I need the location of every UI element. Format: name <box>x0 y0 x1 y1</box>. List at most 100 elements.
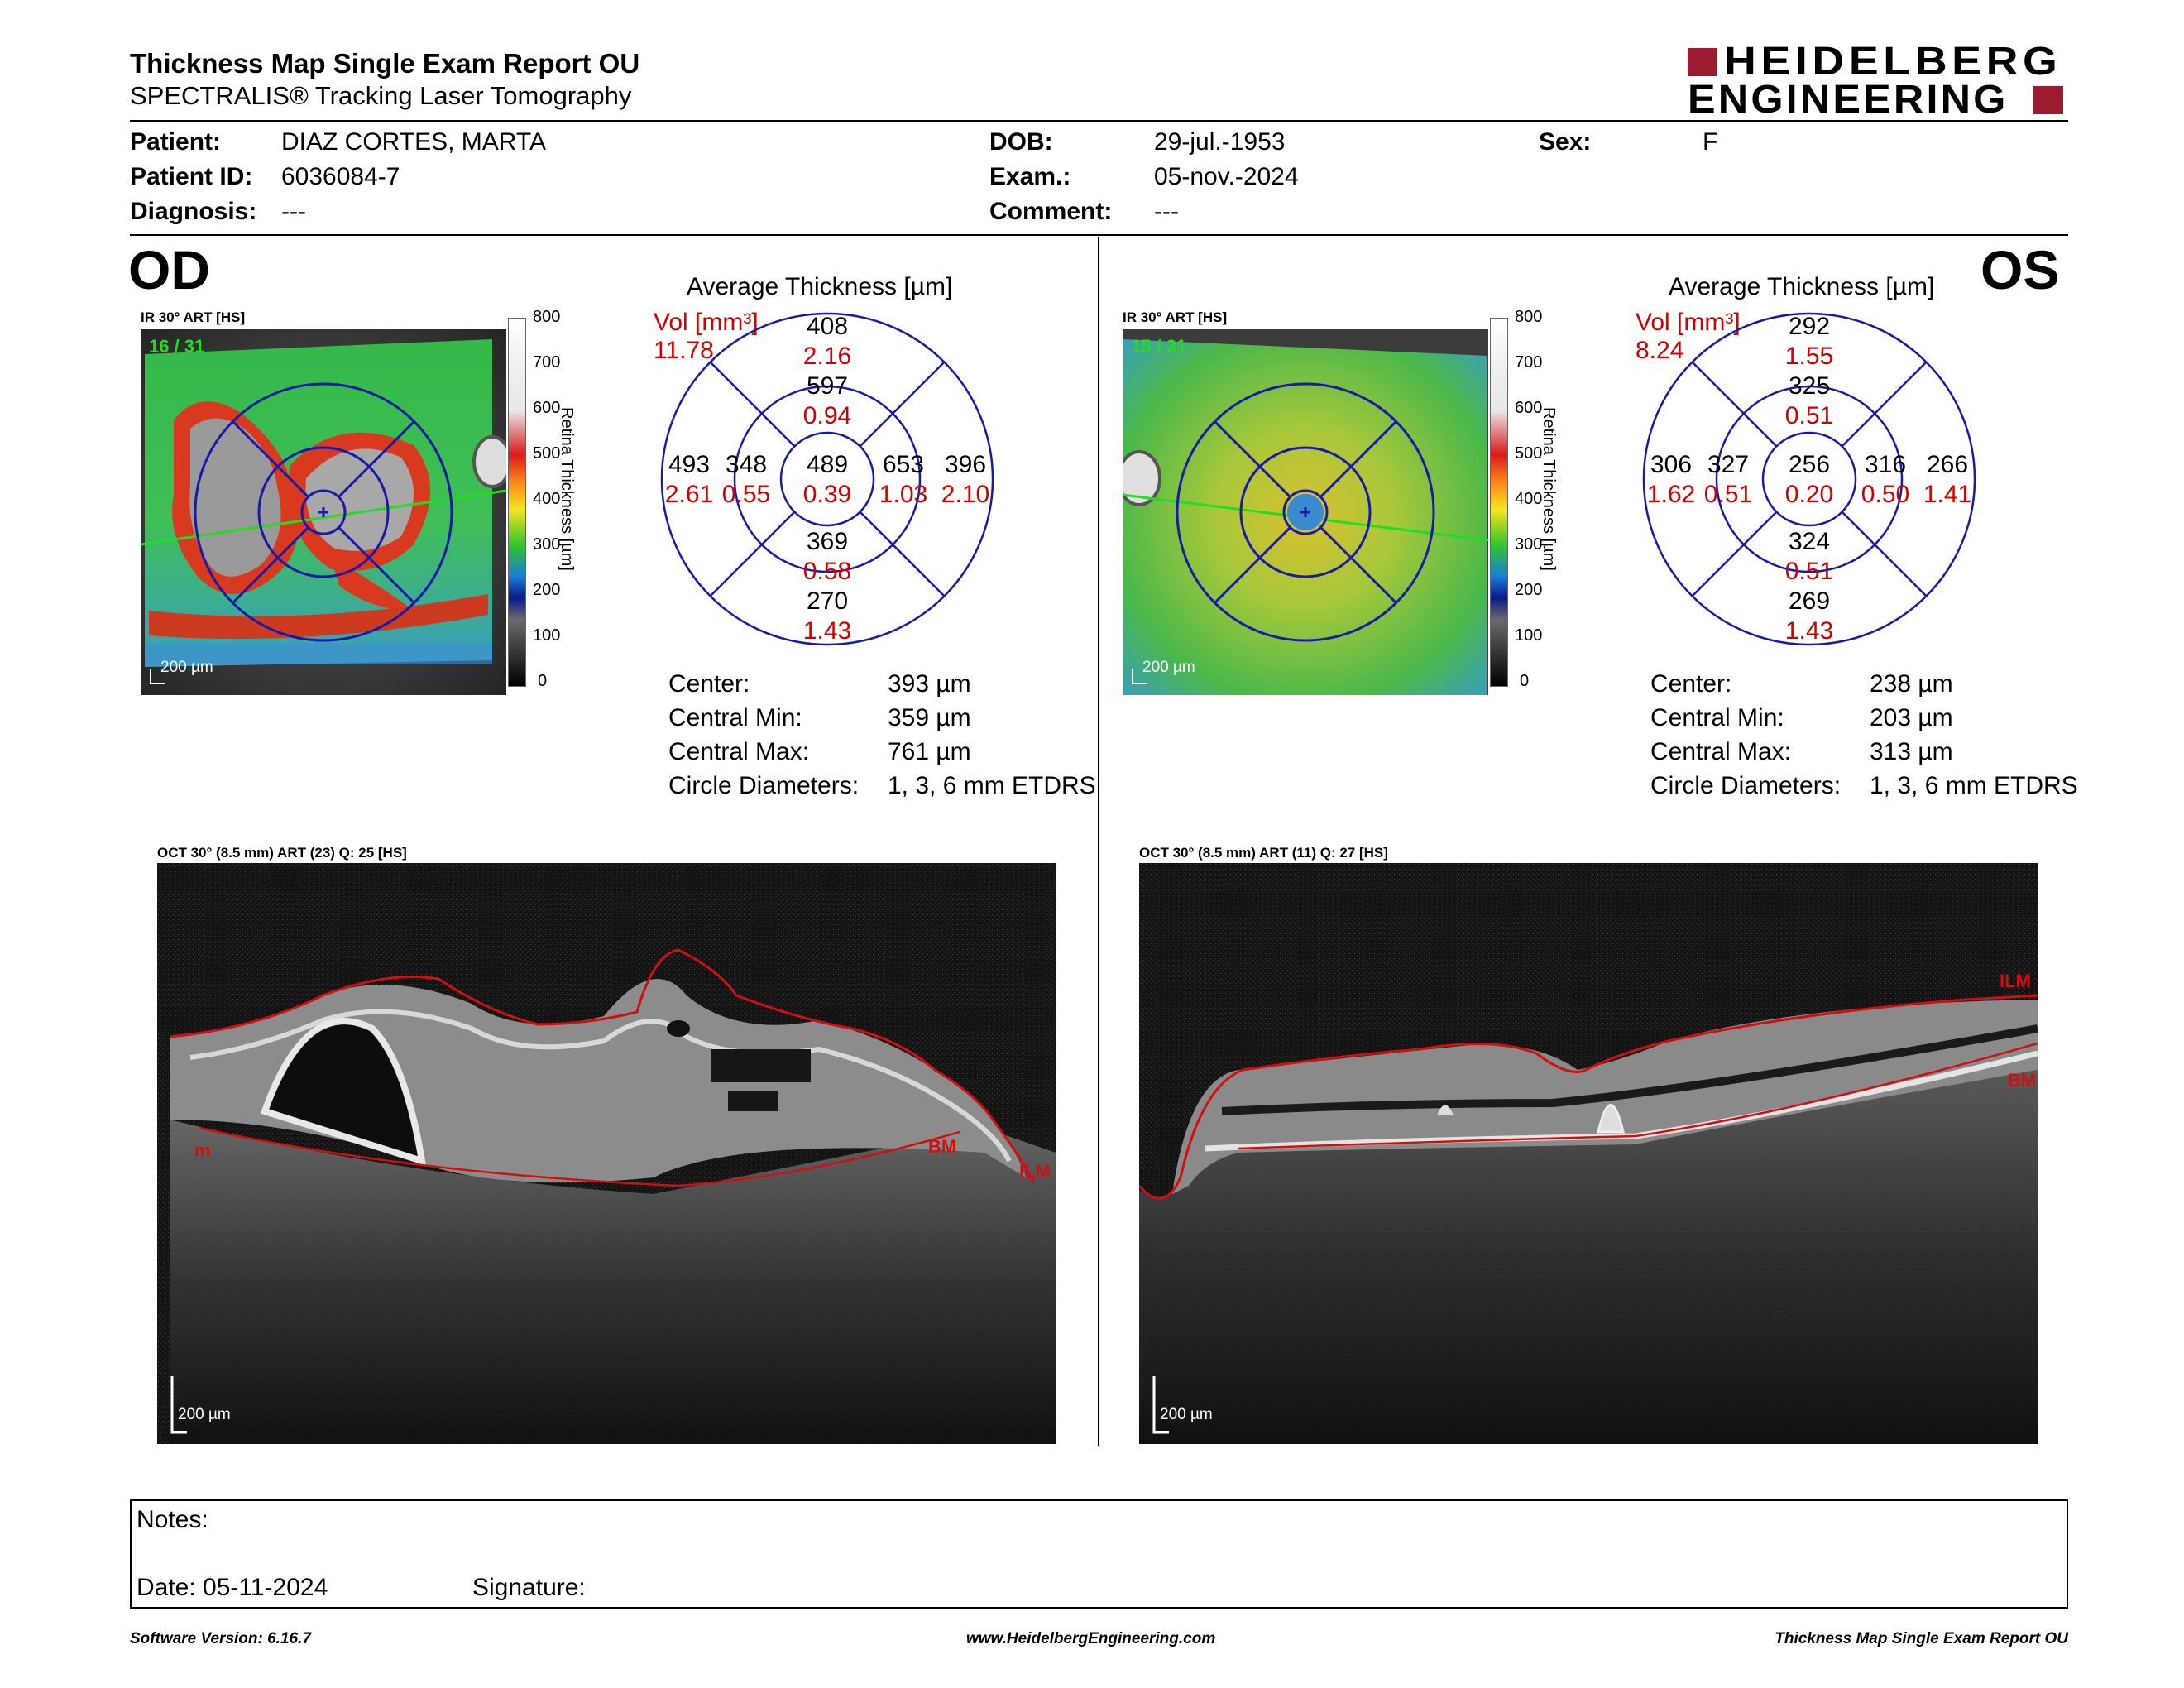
od-thickness-map: 16 / 31 200 µm <box>141 329 506 695</box>
os-oct-label: OCT 30° (8.5 mm) ART (11) Q: 27 [HS] <box>1139 845 1388 861</box>
patient-label: Patient: <box>130 128 222 156</box>
footer-report-name: Thickness Map Single Exam Report OU <box>1774 1630 2068 1647</box>
os-oct-scale-label: 200 µm <box>1160 1406 1213 1423</box>
od-frame-label: 16 / 31 <box>149 336 205 357</box>
os-map-scale-label: 200 µm <box>1142 659 1195 676</box>
od-inner-left-volume: 0.55 <box>721 481 771 508</box>
od-inner-left-thickness: 348 <box>725 451 768 478</box>
patient-value: DIAZ CORTES, MARTA <box>281 128 547 156</box>
od-central-max-value: 761 µm <box>888 738 971 765</box>
dob-label: DOB: <box>989 128 1053 156</box>
report-title: Thickness Map Single Exam Report OU <box>130 48 640 79</box>
od-oct-scale-label: 200 µm <box>178 1406 231 1423</box>
os-circle-diam-value: 1, 3, 6 mm ETDRS <box>1870 772 2078 799</box>
os-central-min-value: 203 µm <box>1870 704 1953 731</box>
od-central-min-label: Central Min: <box>668 704 802 731</box>
od-vol-value: 11.78 <box>654 337 714 364</box>
os-central-min-label: Central Min: <box>1650 704 1784 731</box>
od-eye-label: OD <box>128 239 210 300</box>
os-tick: 500 <box>1515 444 1543 463</box>
sex-value: F <box>1703 128 1718 156</box>
os-outer-top-volume: 1.55 <box>1784 343 1834 370</box>
signature-label: Signature: <box>472 1574 586 1601</box>
software-version: Software Version: 6.16.7 <box>130 1630 311 1647</box>
dob-value: 29-jul.-1953 <box>1154 128 1286 156</box>
od-inner-right-thickness: 653 <box>882 451 925 478</box>
os-center-volume: 0.20 <box>1784 481 1834 508</box>
od-tick: 600 <box>533 399 561 417</box>
od-outer-right-thickness: 396 <box>944 451 987 478</box>
logo-square-top <box>1688 48 1717 76</box>
os-eye-label: OS <box>1980 239 2060 300</box>
od-outer-left-volume: 2.61 <box>664 481 714 508</box>
od-tick: 400 <box>533 490 561 508</box>
os-frame-label: 15 / 31 <box>1131 336 1187 357</box>
od-center-label: Center: <box>668 670 750 698</box>
date-label: Date: 05-11-2024 <box>136 1574 328 1601</box>
od-tick: 300 <box>533 535 561 554</box>
os-tick: 300 <box>1515 535 1543 554</box>
os-oct-scan: ILM BM 200 µm <box>1139 863 2038 1444</box>
os-outer-top-thickness: 292 <box>1788 313 1831 340</box>
os-tick: 800 <box>1515 308 1543 326</box>
os-tick: 400 <box>1515 490 1543 508</box>
od-inner-bottom-thickness: 369 <box>806 528 849 555</box>
eye-divider <box>1098 237 1099 1446</box>
od-central-max-label: Central Max: <box>668 738 810 765</box>
os-outer-left-volume: 1.62 <box>1646 481 1696 508</box>
os-colorbar-title: Retina Thickness [µm] <box>1540 407 1558 571</box>
heidelberg-logo: HEIDELBERG ENGINEERING <box>1688 40 2068 120</box>
od-map-scale-label: 200 µm <box>160 659 213 676</box>
os-inner-bottom-volume: 0.51 <box>1784 558 1834 585</box>
os-central-max-value: 313 µm <box>1870 738 1953 765</box>
od-avg-title: Average Thickness [µm] <box>687 273 953 300</box>
os-etdrs-grid <box>1642 312 1976 646</box>
patient-divider <box>130 234 2068 236</box>
os-outer-left-thickness: 306 <box>1650 451 1693 478</box>
os-inner-right-thickness: 316 <box>1864 451 1907 478</box>
os-thickness-map: 15 / 31 200 µm <box>1123 329 1488 695</box>
diagnosis-label: Diagnosis: <box>130 198 257 225</box>
header-divider <box>130 120 2068 122</box>
od-inner-bottom-volume: 0.58 <box>802 558 852 585</box>
od-colorbar <box>508 318 526 687</box>
os-inner-top-thickness: 325 <box>1788 372 1831 400</box>
od-center-thickness: 489 <box>806 451 849 478</box>
od-inner-top-volume: 0.94 <box>802 402 852 429</box>
os-avg-title: Average Thickness [µm] <box>1669 273 1935 300</box>
os-tick: 700 <box>1515 353 1543 372</box>
od-outer-top-thickness: 408 <box>806 313 849 340</box>
comment-value: --- <box>1154 198 1179 225</box>
os-vol-label: Vol [mm³] <box>1636 309 1741 336</box>
od-tick: 100 <box>533 626 561 645</box>
os-inner-left-thickness: 327 <box>1707 451 1750 478</box>
os-center-label: Center: <box>1650 670 1732 698</box>
od-center-volume: 0.39 <box>802 481 852 508</box>
od-etdrs-grid <box>660 312 994 646</box>
os-inner-top-volume: 0.51 <box>1784 402 1834 429</box>
od-outer-bottom-thickness: 270 <box>806 587 849 615</box>
patient-id-value: 6036084-7 <box>281 163 400 190</box>
os-inner-right-volume: 0.50 <box>1861 481 1910 508</box>
os-outer-bottom-thickness: 269 <box>1788 587 1831 615</box>
os-inner-bottom-thickness: 324 <box>1788 528 1831 555</box>
od-central-min-value: 359 µm <box>888 704 971 731</box>
os-circle-diam-label: Circle Diameters: <box>1650 772 1842 799</box>
logo-text-heidelberg: HEIDELBERG <box>1724 40 2062 84</box>
od-outer-top-volume: 2.16 <box>802 343 852 370</box>
od-ir-label: IR 30° ART [HS] <box>141 309 246 325</box>
os-outer-bottom-volume: 1.43 <box>1784 617 1834 645</box>
od-colorbar-title: Retina Thickness [µm] <box>558 407 576 571</box>
os-central-max-label: Central Max: <box>1650 738 1792 765</box>
os-tick: 100 <box>1515 626 1543 645</box>
od-center-value: 393 µm <box>888 670 971 698</box>
od-outer-right-volume: 2.10 <box>941 481 990 508</box>
notes-box[interactable]: Notes: Date: 05-11-2024 Signature: <box>130 1499 2068 1609</box>
comment-label: Comment: <box>989 198 1113 225</box>
website-link[interactable]: www.HeidelbergEngineering.com <box>966 1630 1216 1647</box>
diagnosis-value: --- <box>281 198 306 225</box>
sex-label: Sex: <box>1539 128 1592 156</box>
os-outer-right-thickness: 266 <box>1926 451 1969 478</box>
od-tick: 800 <box>533 308 561 326</box>
od-oct-scan: ILM BM m 200 µm <box>157 863 1056 1444</box>
